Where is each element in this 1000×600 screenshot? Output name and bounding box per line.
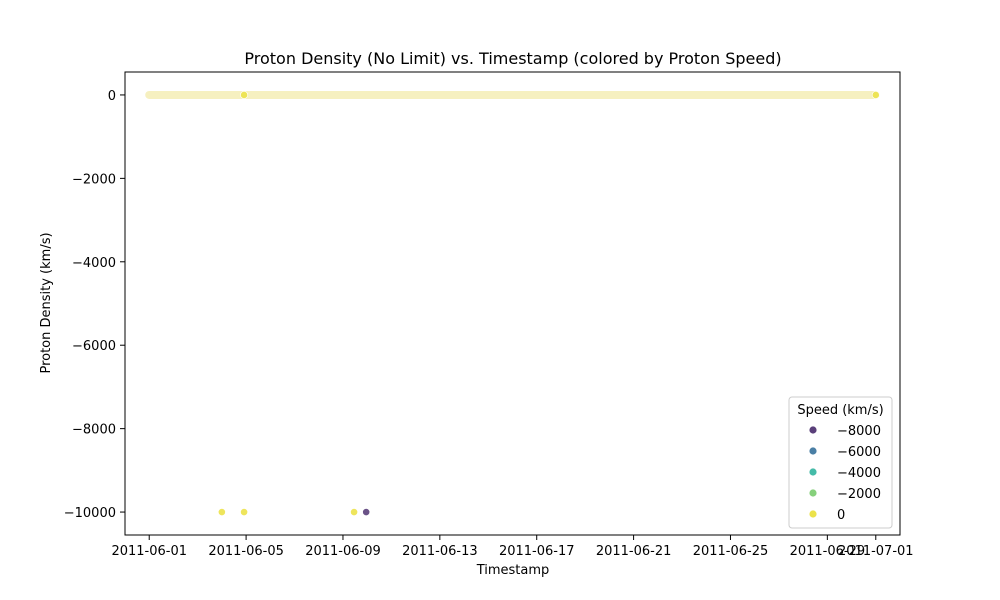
plot-frame xyxy=(124,71,901,536)
legend-title: Speed (km/s) xyxy=(797,403,883,418)
x-axis-label: Timestamp xyxy=(476,563,550,578)
legend-label: 0 xyxy=(837,508,845,523)
scatter-point xyxy=(362,508,371,516)
legend-marker xyxy=(809,510,817,518)
x-tick-label: 2011-07-01 xyxy=(838,544,914,559)
legend: Speed (km/s) −8000 −6000 −4000 −2000 0 xyxy=(788,396,893,529)
x-tick-label: 2011-06-29 xyxy=(790,544,866,559)
scatter-point xyxy=(240,91,248,99)
legend-label: −2000 xyxy=(837,487,881,502)
x-tick-label: 2011-06-01 xyxy=(111,544,187,559)
scatter-point xyxy=(217,508,226,516)
legend-label: −4000 xyxy=(837,466,881,481)
y-tick-label: −6000 xyxy=(72,339,116,354)
chart-title: Proton Density (No Limit) vs. Timestamp … xyxy=(244,49,781,68)
scatter-point xyxy=(871,91,880,99)
y-tick-label: 0 xyxy=(108,89,116,104)
legend-marker xyxy=(809,468,817,476)
scatter-point xyxy=(240,508,248,516)
y-tick-label: −4000 xyxy=(72,256,116,271)
scatter-point xyxy=(350,508,358,516)
legend-marker xyxy=(809,447,817,455)
y-tick-label: −8000 xyxy=(72,423,116,438)
legend-marker xyxy=(809,426,817,434)
x-tick-label: 2011-06-09 xyxy=(305,544,381,559)
x-tick-label: 2011-06-05 xyxy=(208,544,284,559)
x-tick-label: 2011-06-17 xyxy=(499,544,575,559)
y-axis-label: Proton Density (km/s) xyxy=(39,232,54,373)
x-tick-label: 2011-06-13 xyxy=(402,544,478,559)
plot-area xyxy=(145,90,880,516)
x-axis: 2011-06-01 2011-06-05 2011-06-09 2011-06-13… xyxy=(111,535,914,559)
legend-marker xyxy=(809,489,817,497)
y-tick-label: −2000 xyxy=(72,172,116,187)
x-tick-label: 2011-06-21 xyxy=(596,544,672,559)
y-tick-label: −10000 xyxy=(64,506,116,521)
y-axis: 0 −2000 −4000 −6000 −8000 −10000 xyxy=(64,89,125,521)
x-tick-label: 2011-06-25 xyxy=(693,544,769,559)
legend-label: −8000 xyxy=(837,424,881,439)
legend-label: −6000 xyxy=(837,445,881,460)
